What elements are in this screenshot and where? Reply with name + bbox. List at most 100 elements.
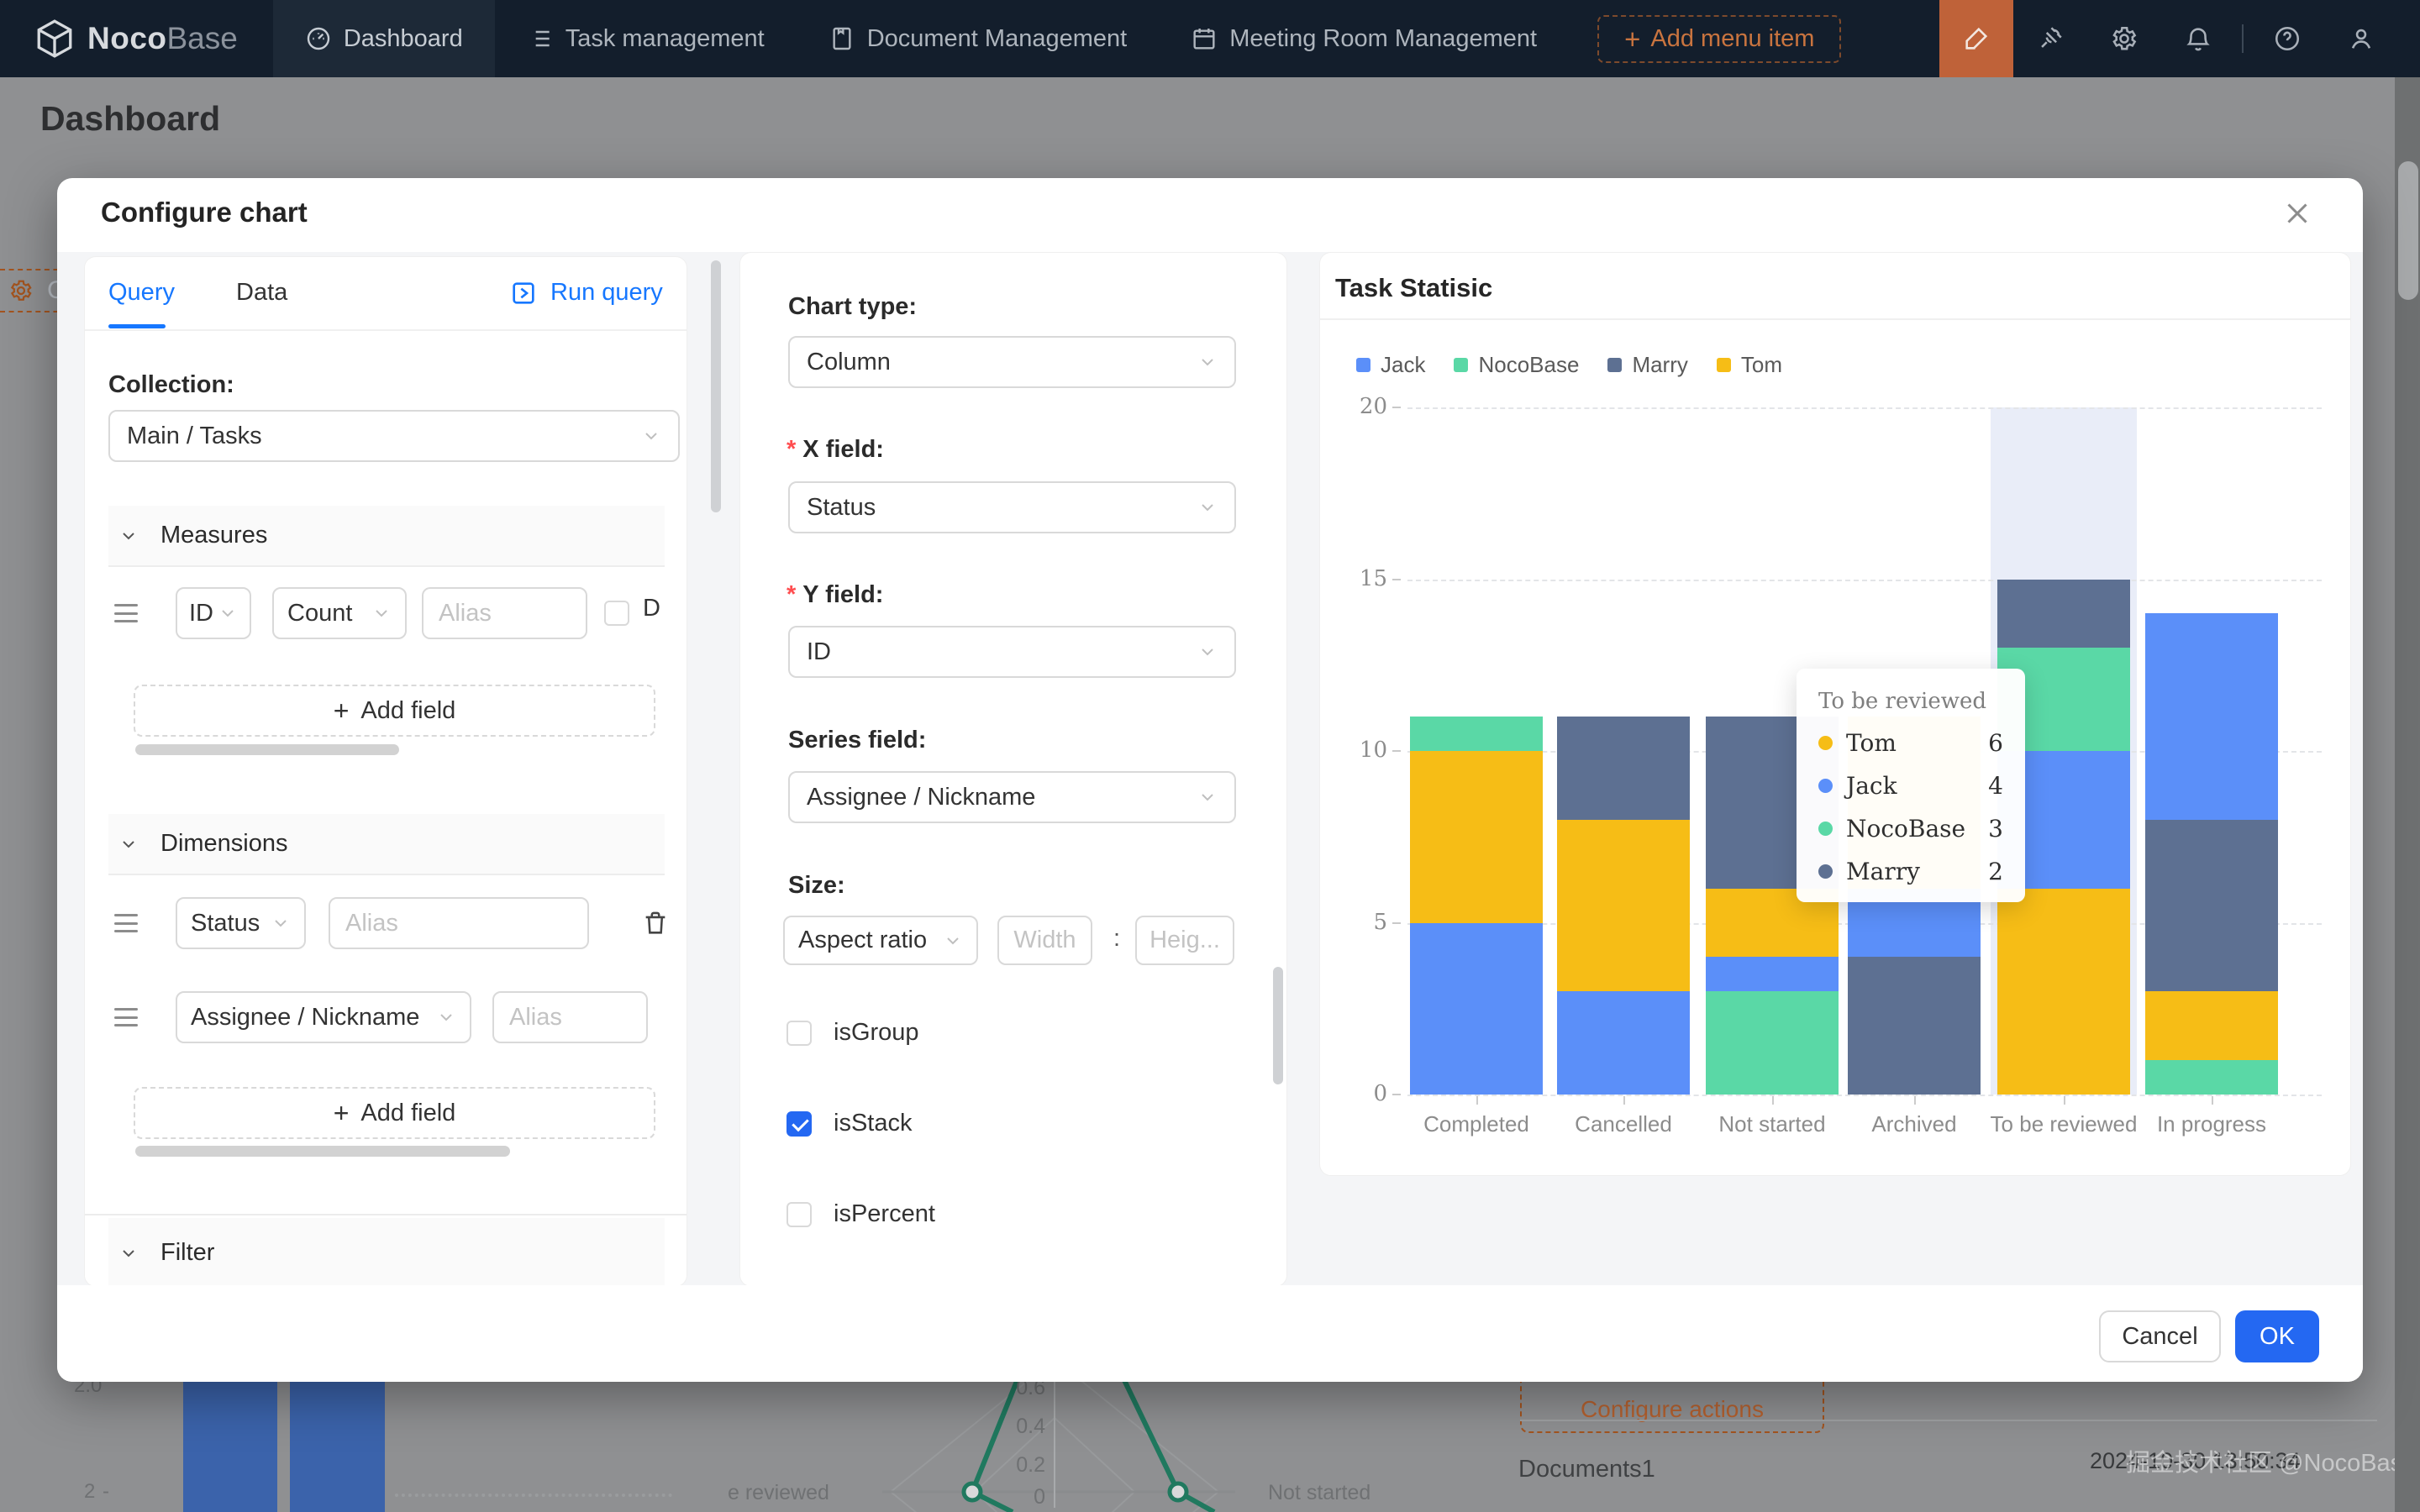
options-panel-scrollbar[interactable] xyxy=(1273,967,1283,1084)
settings-button[interactable] xyxy=(2087,0,2161,77)
measures-section-header[interactable]: Measures xyxy=(108,506,665,567)
drag-handle[interactable] xyxy=(114,604,138,622)
bar-segment-jack[interactable] xyxy=(2145,613,2278,820)
ui-editor-button[interactable] xyxy=(1939,0,2013,77)
nav-menu: Dashboard Task management Document Manag… xyxy=(272,0,1842,77)
bar-segment-marry[interactable] xyxy=(1997,579,2130,648)
tab-data[interactable]: Data xyxy=(236,279,288,306)
query-panel: Query Data Run query Collection: Main / … xyxy=(84,256,687,1287)
measures-add-field-button[interactable]: + Add field xyxy=(134,685,655,737)
bar-segment-jack[interactable] xyxy=(1557,991,1690,1095)
bar-segment-marry[interactable] xyxy=(2145,819,2278,992)
isstack-checkbox[interactable] xyxy=(786,1110,812,1137)
nocobase-logo[interactable]: Noco Base xyxy=(34,18,238,60)
legend-swatch xyxy=(1716,358,1731,372)
x-field-select[interactable]: Status xyxy=(788,481,1236,533)
y-axis-tick-mark xyxy=(1392,578,1401,580)
drag-handle[interactable] xyxy=(114,914,138,932)
ispercent-checkbox[interactable] xyxy=(786,1201,812,1227)
collection-select[interactable]: Main / Tasks xyxy=(108,410,680,462)
bg-radar-tick: 0.4 xyxy=(1016,1415,1045,1438)
measure-alias-input[interactable] xyxy=(422,587,587,639)
bar-segment-jack[interactable] xyxy=(1706,957,1839,992)
tooltip-row: Tom 6 xyxy=(1818,729,2003,757)
height-input[interactable] xyxy=(1135,916,1234,965)
page-scrollbar-thumb[interactable] xyxy=(2398,161,2418,300)
drag-handle[interactable] xyxy=(114,1008,138,1026)
measure-field-select[interactable]: ID xyxy=(176,587,251,639)
bar-segment-tom[interactable] xyxy=(1410,751,1543,923)
bar-segment-nocobase[interactable] xyxy=(1410,717,1543,751)
aggregation-select[interactable]: Count xyxy=(272,587,407,639)
dimension-alias-input[interactable] xyxy=(492,991,648,1043)
size-mode-select[interactable]: Aspect ratio xyxy=(783,916,978,965)
horizontal-scrollbar[interactable] xyxy=(135,744,399,755)
add-menu-item-button[interactable]: + Add menu item xyxy=(1597,14,1842,63)
legend-item-tom[interactable]: Tom xyxy=(1716,352,1782,378)
user-button[interactable] xyxy=(2324,0,2398,77)
dimensions-section-header[interactable]: Dimensions xyxy=(108,814,665,875)
query-panel-scrollbar[interactable] xyxy=(711,260,721,512)
tooltip-series-value: 6 xyxy=(1988,729,2003,757)
bar-segment-marry[interactable] xyxy=(1557,717,1690,820)
page-scrollbar[interactable] xyxy=(2395,77,2420,1512)
bar-segment-tom[interactable] xyxy=(2145,991,2278,1061)
nav-item-task-management[interactable]: Task management xyxy=(495,0,797,77)
tab-query[interactable]: Query xyxy=(108,279,175,306)
tooltip-series-dot xyxy=(1818,736,1833,750)
gridline xyxy=(1407,579,2322,581)
chart-type-select[interactable]: Column xyxy=(788,336,1236,388)
dimension-alias-input[interactable] xyxy=(329,897,589,949)
dimension-field-select[interactable]: Status xyxy=(176,897,306,949)
cancel-button[interactable]: Cancel xyxy=(2099,1310,2221,1362)
nav-item-dashboard[interactable]: Dashboard xyxy=(272,0,495,77)
chart-tooltip: To be reviewed Tom 6 Jack 4 NocoBase 3 Marry 2 xyxy=(1797,669,2025,902)
bar-segment-nocobase[interactable] xyxy=(1706,991,1839,1095)
tooltip-series-value: 2 xyxy=(1988,858,2003,885)
tooltip-series-value: 3 xyxy=(1988,815,2003,843)
tooltip-series-name: Tom xyxy=(1846,729,1897,757)
distinct-checkbox[interactable] xyxy=(604,601,629,626)
timestamp: 2024-10-30 13:50:34 xyxy=(2090,1448,2301,1473)
bar-segment-jack[interactable] xyxy=(1410,922,1543,1095)
trash-icon[interactable] xyxy=(641,909,670,937)
isgroup-checkbox[interactable] xyxy=(786,1020,812,1046)
close-icon[interactable] xyxy=(2282,198,2312,228)
width-input[interactable] xyxy=(997,916,1092,965)
filter-section-header[interactable]: Filter xyxy=(108,1218,665,1286)
help-button[interactable] xyxy=(2250,0,2324,77)
bar-segment-marry[interactable] xyxy=(1848,957,1981,1095)
configure-actions-button[interactable]: Configure actions xyxy=(1520,1361,1824,1433)
tooltip-series-value: 4 xyxy=(1988,772,2003,800)
notifications-button[interactable] xyxy=(2161,0,2235,77)
dimensions-add-field-button[interactable]: + Add field xyxy=(134,1087,655,1139)
tooltip-series-dot xyxy=(1818,822,1833,836)
dimension-field-select[interactable]: Assignee / Nickname xyxy=(176,991,471,1043)
nav-item-document-management[interactable]: Document Management xyxy=(797,0,1160,77)
isgroup-row: isGroup xyxy=(786,1019,919,1047)
ok-button[interactable]: OK xyxy=(2235,1310,2319,1362)
nav-item-meeting-room-management[interactable]: Meeting Room Management xyxy=(1159,0,1569,77)
legend-item-marry[interactable]: Marry xyxy=(1607,352,1688,378)
bar-segment-tom[interactable] xyxy=(1557,819,1690,992)
chevron-down-icon xyxy=(1202,504,1213,512)
legend-item-jack[interactable]: Jack xyxy=(1356,352,1425,378)
tooltip-series-dot xyxy=(1818,864,1833,879)
horizontal-scrollbar[interactable] xyxy=(135,1146,510,1157)
plugin-button[interactable] xyxy=(2013,0,2087,77)
bar-segment-tom[interactable] xyxy=(1997,888,2130,1095)
y-field-select[interactable]: ID xyxy=(788,626,1236,678)
bar-segment-nocobase[interactable] xyxy=(2145,1060,2278,1095)
chevron-down-icon xyxy=(222,610,234,617)
x-axis-tick-mark xyxy=(1914,1096,1916,1105)
gridline xyxy=(1407,1095,2322,1096)
plus-icon: + xyxy=(333,1097,350,1128)
run-query-button[interactable]: Run query xyxy=(510,279,663,307)
legend-item-nocobase[interactable]: NocoBase xyxy=(1454,352,1579,378)
divider xyxy=(1320,318,2350,320)
section-title: Filter xyxy=(160,1239,215,1266)
series-field-select[interactable]: Assignee / Nickname xyxy=(788,771,1236,823)
x-field-value: Status xyxy=(807,493,876,521)
bg-radar-tick: 0 xyxy=(1034,1485,1045,1509)
chart-type-value: Column xyxy=(807,348,891,375)
